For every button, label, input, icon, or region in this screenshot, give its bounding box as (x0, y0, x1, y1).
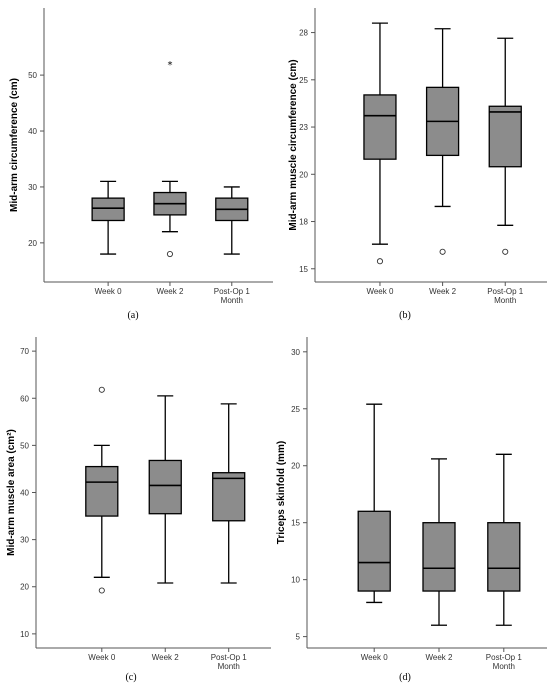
iqr-box (91, 197, 125, 222)
x-tick-label: Month (494, 296, 516, 305)
x-tick-label: Post-Op 1 (214, 287, 251, 296)
x-tick-label: Post-Op 1 (486, 653, 523, 662)
outlier-point (376, 258, 384, 265)
x-tick-label: Month (218, 662, 240, 671)
y-tick-label: 30 (28, 183, 37, 192)
y-tick-label: 50 (20, 441, 29, 450)
x-tick-label: Week 2 (156, 287, 184, 296)
iqr-box (212, 472, 246, 522)
box-3 (488, 37, 522, 255)
y-tick-label: 18 (299, 218, 308, 227)
x-tick-label: Post-Op 1 (487, 287, 524, 296)
y-tick-label: 25 (299, 76, 308, 85)
x-tick-label: Week 0 (95, 287, 123, 296)
box-2: * (153, 60, 187, 258)
y-tick-label: 15 (291, 519, 300, 528)
panel-label: (a) (127, 310, 138, 321)
y-tick-label: 20 (291, 462, 300, 471)
y-tick-label: 20 (20, 583, 29, 592)
x-tick-label: Post-Op 1 (211, 653, 248, 662)
x-tick-label: Week 2 (426, 653, 454, 662)
y-tick-label: 10 (20, 630, 29, 639)
panel-label: (c) (125, 672, 136, 683)
y-tick-label: 28 (299, 29, 308, 38)
iqr-box (363, 94, 397, 160)
y-tick-label: 30 (20, 536, 29, 545)
box-1 (357, 403, 391, 604)
outlier-point (502, 248, 509, 255)
y-tick-label: 5 (296, 633, 301, 642)
y-tick-label: 10 (291, 576, 300, 585)
box-3 (212, 403, 246, 584)
outlier-point (166, 250, 173, 258)
y-axis-label: Mid-arm muscle area (cm²) (6, 429, 17, 556)
y-tick-label: 30 (291, 348, 300, 357)
y-tick-label: 15 (299, 265, 308, 274)
chart-panel-3: 10 20 30 40 50 60 70 Mid-arm muscle area (cm²) W… (6, 337, 271, 683)
box-1 (363, 22, 397, 265)
extreme-point: * (167, 60, 172, 71)
y-axis-label: Mid-arm circumference (cm) (9, 78, 20, 212)
box-3 (215, 186, 249, 255)
box-3 (487, 453, 521, 626)
y-tick-label: 20 (299, 170, 308, 179)
chart-panel-4: 5 10 15 20 25 30 Triceps skinfold (mm) Week 0 We… (276, 337, 547, 683)
y-axis-label: Mid-arm muscle circumference (cm) (288, 59, 299, 230)
x-tick-label: Week 2 (152, 653, 180, 662)
chart-panel-2: 15 18 20 23 25 28 Mid-arm muscle circumference… (288, 8, 547, 321)
iqr-box (85, 465, 119, 517)
y-tick-label: 25 (291, 405, 300, 414)
box-2 (148, 395, 182, 584)
y-tick-label: 23 (299, 123, 308, 132)
y-tick-label: 40 (28, 127, 37, 136)
box-1 (85, 386, 119, 594)
x-tick-label: Week 0 (361, 653, 389, 662)
y-axis-label: Triceps skinfold (mm) (276, 441, 287, 544)
chart-panel-1: 20 30 40 50 Mid-arm circumference (cm) Week 0… (9, 8, 273, 321)
x-tick-label: Month (493, 662, 515, 671)
outlier-point (98, 587, 105, 594)
y-tick-label: 20 (28, 239, 37, 248)
iqr-box (487, 522, 521, 592)
x-tick-label: Week 0 (88, 653, 116, 662)
y-tick-label: 60 (20, 394, 29, 403)
y-tick-label: 70 (20, 347, 29, 356)
panel-label: (b) (399, 310, 411, 321)
x-tick-label: Week 0 (366, 287, 394, 296)
box-2 (422, 458, 456, 626)
iqr-box (357, 510, 391, 592)
outlier-point (98, 386, 105, 393)
iqr-box (422, 522, 456, 592)
x-tick-label: Week 2 (429, 287, 457, 296)
y-tick-label: 50 (28, 71, 37, 80)
x-tick-label: Month (221, 296, 243, 305)
outlier-point (439, 248, 446, 255)
panel-label: (d) (399, 672, 411, 683)
iqr-box (148, 459, 182, 515)
y-tick-label: 40 (20, 489, 29, 498)
box-2 (425, 28, 460, 255)
box-1 (91, 180, 125, 255)
iqr-box (488, 105, 522, 168)
